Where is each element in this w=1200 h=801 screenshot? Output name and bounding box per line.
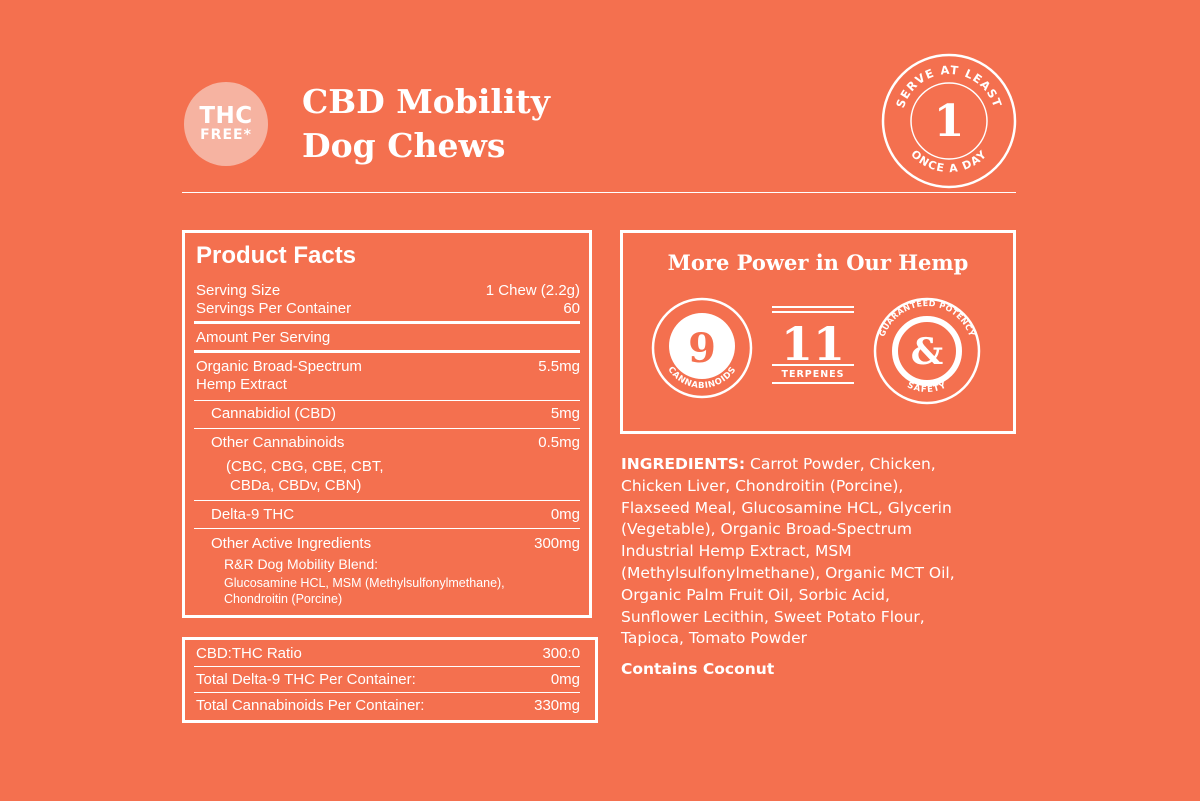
cannabinoids-seal: 9 CANNABINOIDS: [651, 297, 753, 399]
blend-label: R&R Dog Mobility Blend:: [224, 556, 379, 572]
serve-number: 1: [934, 96, 965, 147]
other-cannabinoids-row: Other Cannabinoids 0.5mg: [211, 434, 580, 452]
blend-line-2: Chondroitin (Porcine): [224, 592, 343, 606]
serve-once-a-day-seal: SERVE AT LEAST ONCE A DAY 1: [881, 53, 1017, 189]
terpenes-number: 11: [781, 317, 845, 371]
badge-thc-text: THC: [199, 103, 253, 129]
product-facts-title: Product Facts: [196, 242, 357, 269]
serving-size-row: Serving Size 1 Chew (2.2g): [196, 282, 580, 300]
facts-divider-thick-2: [194, 350, 580, 353]
other-cannabinoids-list-2: CBDa, CBDv, CBN): [230, 477, 362, 494]
facts-divider: [194, 500, 580, 501]
serve-bottom-text: ONCE A DAY: [908, 147, 988, 175]
hemp-power-panel: [620, 230, 1016, 434]
total-delta9-row: Total Delta-9 THC Per Container: 0mg: [196, 671, 580, 689]
other-cannabinoids-value: 0.5mg: [538, 434, 580, 451]
terpenes-mark: 11 TERPENES: [772, 306, 854, 384]
ingredients-line-1: Carrot Powder, Chicken,: [745, 455, 936, 473]
serving-size-value: 1 Chew (2.2g): [485, 282, 580, 299]
ingredients-line-5: Industrial Hemp Extract, MSM: [621, 542, 852, 561]
cbd-row: Cannabidiol (CBD) 5mg: [211, 405, 580, 423]
hemp-power-title: More Power in Our Hemp: [667, 250, 969, 275]
product-title: CBD Mobility Dog Chews: [302, 80, 550, 168]
potency-ampersand: &: [911, 331, 944, 373]
total-delta9-label: Total Delta-9 THC Per Container:: [196, 671, 416, 688]
cbd-value: 5mg: [550, 405, 580, 422]
hemp-label-1: Organic Broad-Spectrum: [196, 358, 362, 375]
delta9-label: Delta-9 THC: [211, 506, 295, 523]
amount-label: Amount Per Serving: [196, 329, 331, 346]
ingredients-line-9: Tapioca, Tomato Powder: [621, 629, 808, 648]
title-line-2: Dog Chews: [302, 126, 506, 165]
other-active-row: Other Active Ingredients 300mg: [211, 535, 580, 553]
thc-free-badge: THC FREE*: [184, 82, 268, 166]
facts-divider-thick: [194, 321, 580, 324]
ingredients-text: INGREDIENTS: Carrot Powder, Chicken, Chi…: [621, 454, 1021, 650]
total-cannabinoids-row: Total Cannabinoids Per Container: 330mg: [196, 697, 580, 715]
hemp-value: 5.5mg: [538, 358, 580, 375]
ratio-row: CBD:THC Ratio 300:0: [196, 645, 580, 663]
ingredients-line-4: (Vegetable), Organic Broad-Spectrum: [621, 520, 912, 539]
serving-size-label: Serving Size: [196, 282, 281, 299]
ratio-panel: [182, 637, 598, 723]
svg-text:SAFETY: SAFETY: [905, 380, 948, 395]
product-facts-panel: [182, 230, 592, 618]
ingredients-heading: INGREDIENTS:: [621, 455, 746, 473]
other-active-label: Other Active Ingredients: [211, 535, 372, 552]
ingredients-line-3: Flaxseed Meal, Glucosamine HCL, Glycerin: [621, 498, 952, 517]
servings-row: Servings Per Container 60: [196, 300, 580, 318]
ratio-divider: [194, 666, 580, 667]
servings-label: Servings Per Container: [196, 300, 352, 317]
total-delta9-value: 0mg: [550, 671, 580, 688]
contains-coconut: Contains Coconut: [621, 660, 775, 678]
ratio-divider: [194, 692, 580, 693]
total-cannabinoids-value: 330mg: [534, 697, 580, 714]
terpenes-label: TERPENES: [781, 369, 844, 380]
cannabinoids-number: 9: [688, 325, 716, 372]
svg-text:ONCE A DAY: ONCE A DAY: [908, 147, 989, 175]
potency-safety-seal: & GUARANTEED POTENCY SAFETY: [873, 297, 981, 405]
title-line-1: CBD Mobility: [302, 82, 550, 121]
servings-value: 60: [563, 300, 580, 317]
cbd-label: Cannabidiol (CBD): [211, 405, 337, 422]
delta9-value: 0mg: [550, 506, 580, 523]
ratio-value: 300:0: [542, 645, 580, 662]
other-cannabinoids-list-1: (CBC, CBG, CBE, CBT,: [226, 458, 384, 475]
other-active-value: 300mg: [534, 535, 580, 552]
hemp-extract-row: Organic Broad-Spectrum Hemp Extract 5.5m…: [196, 358, 580, 394]
ingredients-line-2: Chicken Liver, Chondroitin (Porcine),: [621, 476, 904, 495]
total-cannabinoids-label: Total Cannabinoids Per Container:: [196, 697, 425, 714]
ingredients-line-6: (Methylsulfonylmethane), Organic MCT Oil…: [621, 563, 955, 582]
ratio-label: CBD:THC Ratio: [196, 645, 302, 662]
delta9-row: Delta-9 THC 0mg: [211, 506, 580, 524]
facts-divider: [194, 528, 580, 529]
amount-row: Amount Per Serving: [196, 329, 580, 347]
hemp-label-2: Hemp Extract: [196, 376, 287, 393]
badge-free-text: FREE*: [200, 127, 252, 143]
other-cannabinoids-label: Other Cannabinoids: [211, 434, 345, 451]
header-divider: [182, 192, 1016, 193]
facts-divider: [194, 428, 580, 429]
safety-label: SAFETY: [905, 380, 947, 395]
ingredients-line-8: Sunflower Lecithin, Sweet Potato Flour,: [621, 607, 925, 626]
blend-line-1: Glucosamine HCL, MSM (Methylsulfonylmeth…: [224, 576, 505, 590]
ingredients-line-7: Organic Palm Fruit Oil, Sorbic Acid,: [621, 585, 890, 604]
facts-divider: [194, 400, 580, 401]
